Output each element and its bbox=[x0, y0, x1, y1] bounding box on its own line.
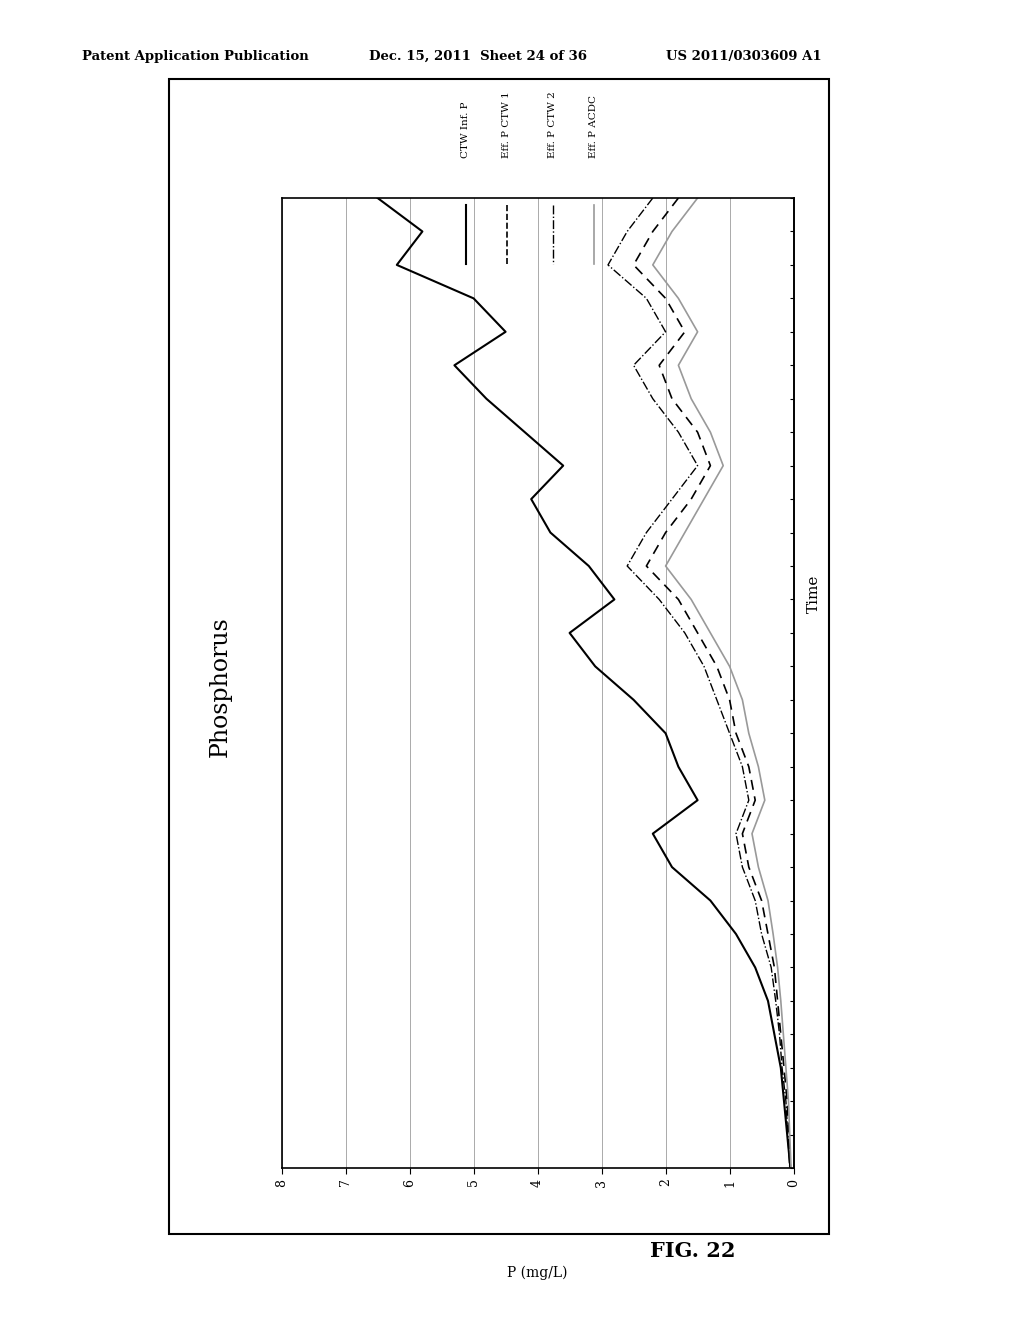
Text: Phosphorus: Phosphorus bbox=[209, 616, 231, 756]
X-axis label: P (mg/L): P (mg/L) bbox=[507, 1265, 568, 1279]
Text: CTW Inf. P: CTW Inf. P bbox=[462, 102, 470, 158]
Text: Eff. P CTW 1: Eff. P CTW 1 bbox=[503, 91, 511, 158]
Text: Dec. 15, 2011  Sheet 24 of 36: Dec. 15, 2011 Sheet 24 of 36 bbox=[369, 50, 587, 63]
Text: Eff. P CTW 2: Eff. P CTW 2 bbox=[549, 91, 557, 158]
Text: US 2011/0303609 A1: US 2011/0303609 A1 bbox=[666, 50, 821, 63]
Text: FIG. 22: FIG. 22 bbox=[650, 1241, 735, 1262]
Text: Patent Application Publication: Patent Application Publication bbox=[82, 50, 308, 63]
Text: Time: Time bbox=[807, 574, 821, 614]
Text: Eff. P ACDC: Eff. P ACDC bbox=[590, 95, 598, 158]
